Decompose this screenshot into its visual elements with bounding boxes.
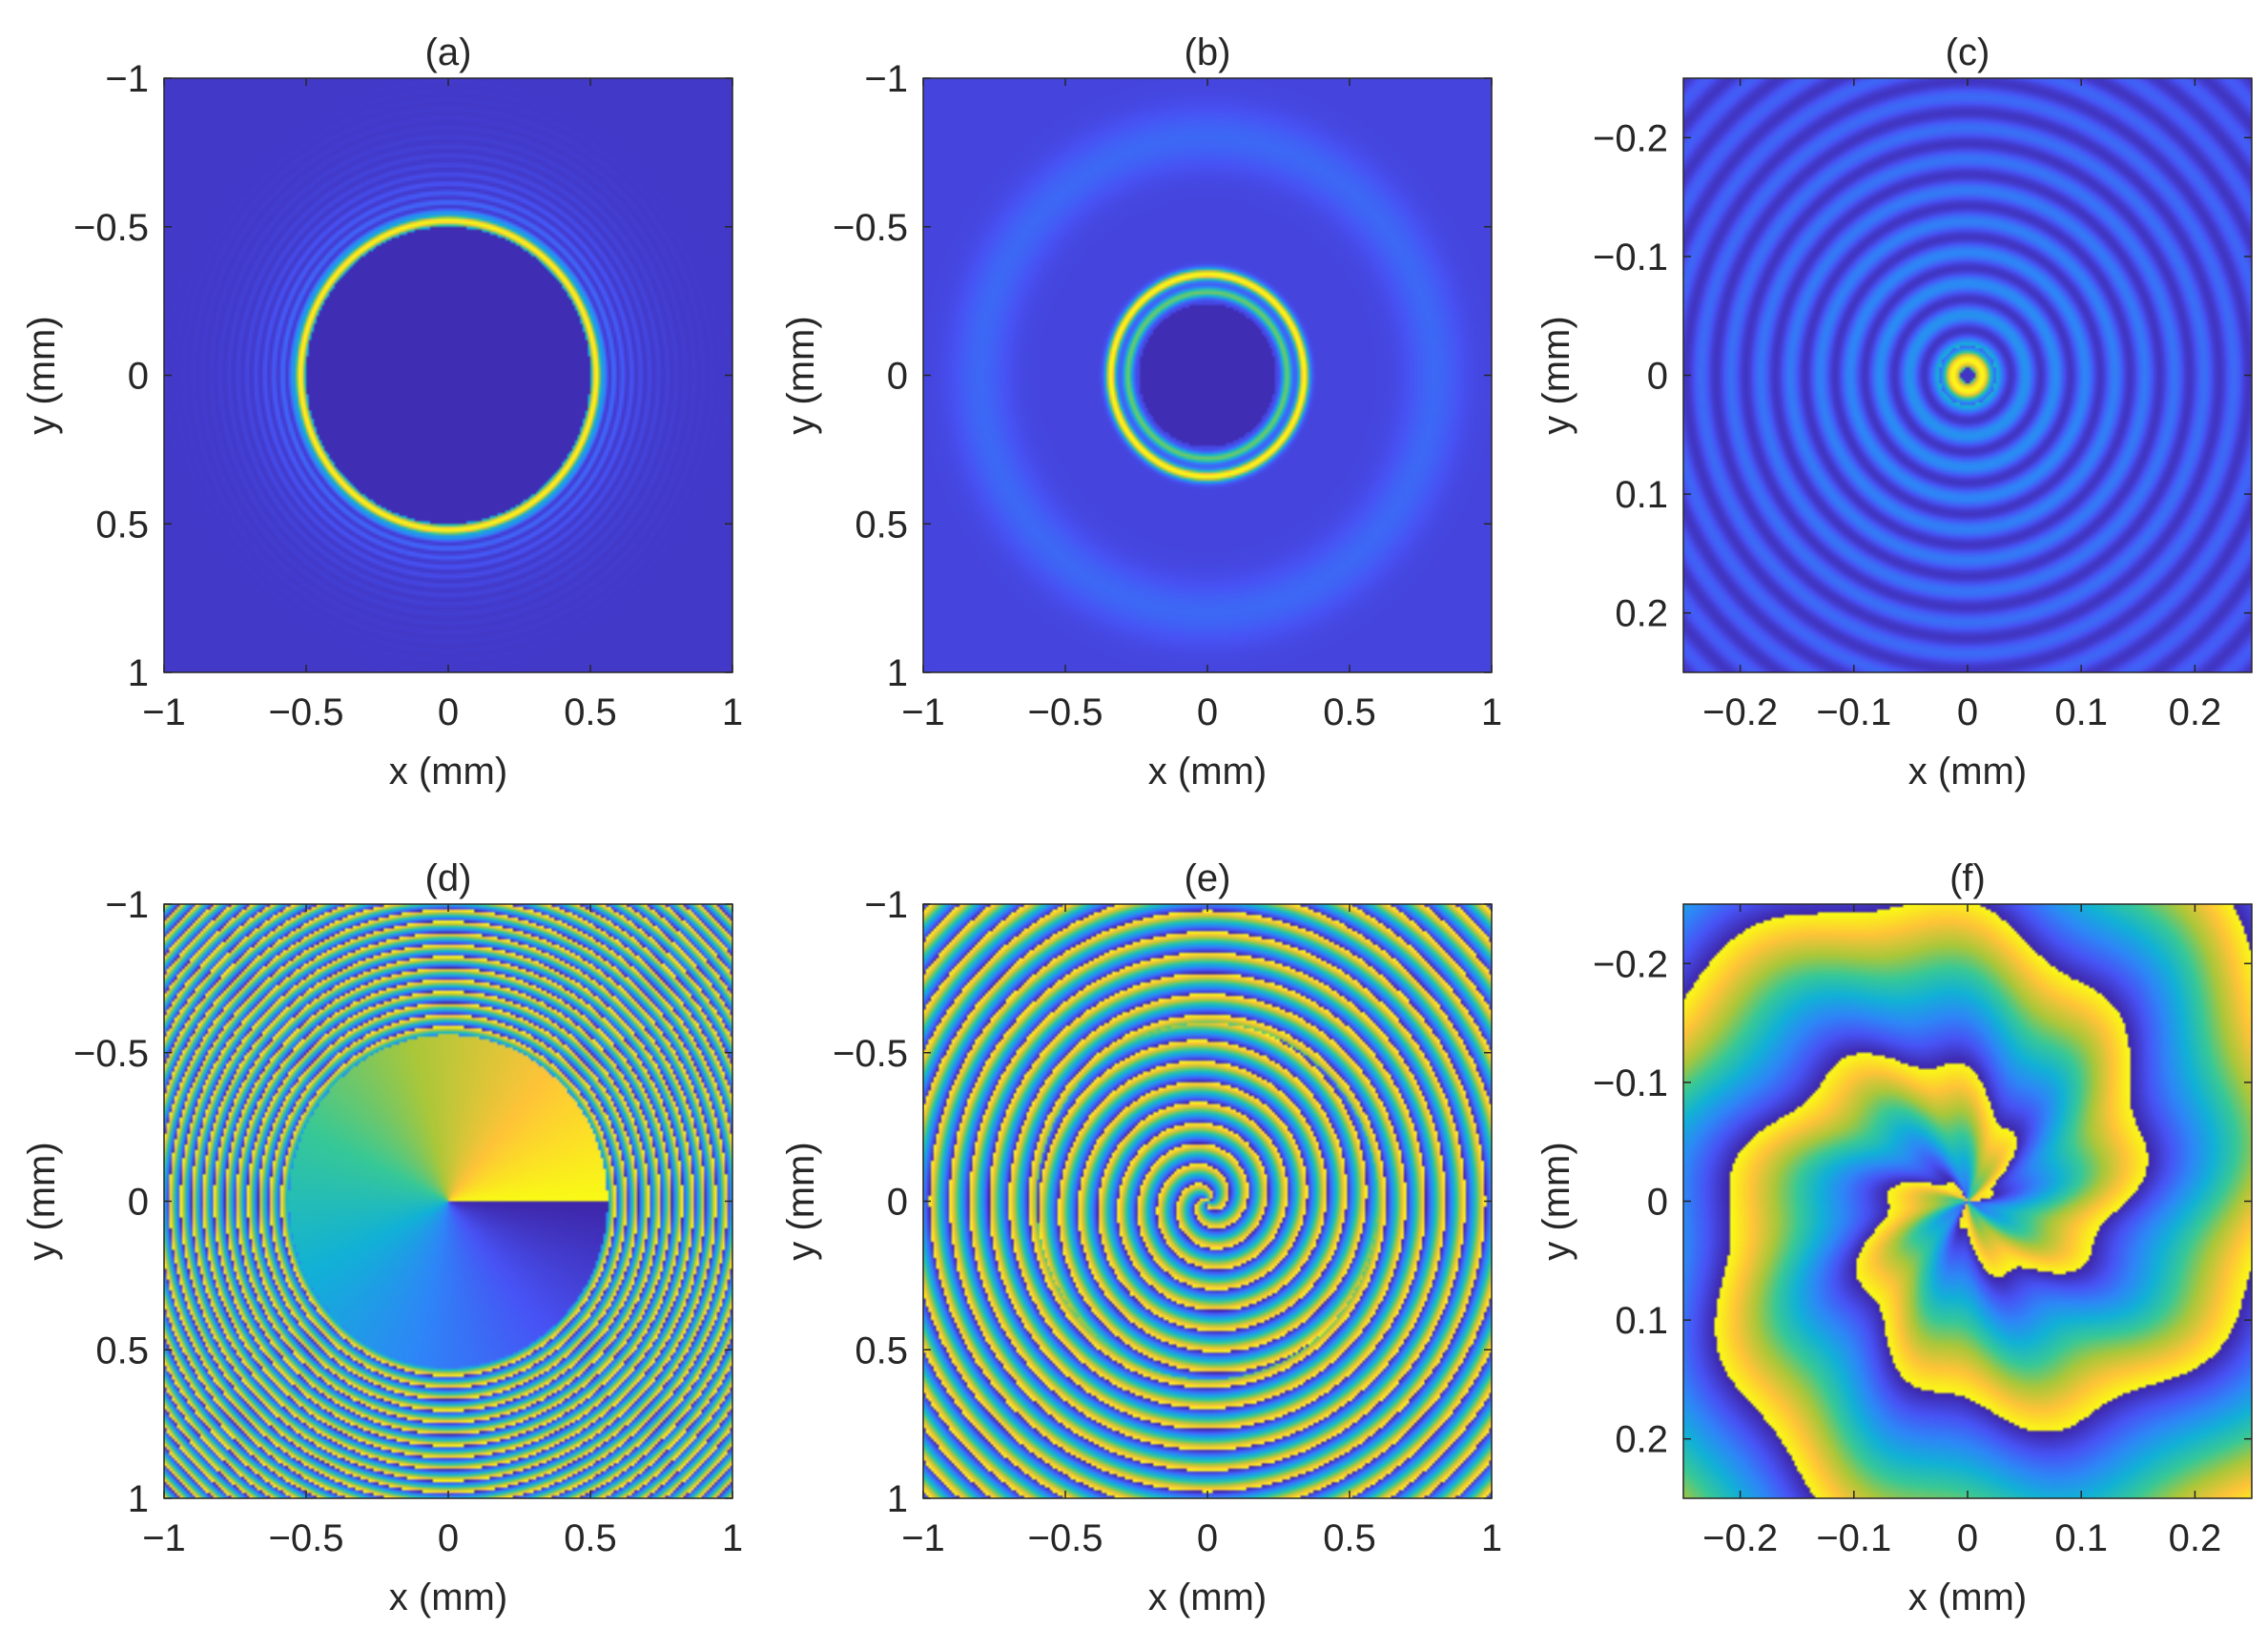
heatmap-image [1683, 78, 2252, 672]
x-tick-label: 0 [1197, 691, 1218, 733]
panel: (b)−1 −0.5 0 0.5 1−1−0.500.51x (mm)y (mm) [780, 31, 1502, 793]
x-tick-label: −0.1 [1816, 1517, 1891, 1559]
y-tick-label: 0 [1647, 356, 1668, 398]
y-tick-label: −0.1 [1593, 1062, 1668, 1104]
panel-title: (f) [1949, 857, 1986, 899]
y-tick-label: 0.1 [1615, 1300, 1668, 1342]
x-tick-label: 0.5 [564, 691, 617, 733]
y-axis-label: y (mm) [780, 316, 822, 434]
heatmap-image [164, 904, 732, 1498]
x-tick-label: 0 [1957, 691, 1978, 733]
y-axis-label: y (mm) [21, 1142, 63, 1260]
panel-title: (e) [1185, 857, 1231, 899]
y-tick-label: 1 [887, 652, 908, 694]
y-tick-label: 0 [1647, 1182, 1668, 1224]
y-tick-label: −0.2 [1593, 117, 1668, 159]
y-tick-label: 0.5 [95, 504, 149, 546]
y-tick-label: −0.5 [73, 207, 149, 249]
y-tick-label: 0.1 [1615, 474, 1668, 516]
y-tick-label: 1 [128, 652, 149, 694]
y-tick-label: −0.5 [73, 1033, 149, 1075]
y-tick-label: −0.5 [833, 207, 908, 249]
y-tick-label: 0 [128, 356, 149, 398]
panel-title: (a) [425, 31, 472, 73]
y-tick-label: −0.2 [1593, 943, 1668, 985]
x-tick-label: 0.1 [2054, 691, 2108, 733]
x-tick-label: −0.5 [269, 691, 344, 733]
x-tick-label: −0.1 [1816, 691, 1891, 733]
x-axis-label: x (mm) [1148, 1577, 1267, 1618]
x-tick-label: 0 [1957, 1517, 1978, 1559]
x-tick-label: 0.1 [2054, 1517, 2108, 1559]
y-tick-label: 1 [887, 1478, 908, 1520]
panel-title: (d) [425, 857, 472, 899]
heatmap-image [923, 78, 1492, 672]
y-tick-label: −1 [864, 884, 908, 926]
x-tick-label: 1 [722, 691, 743, 733]
panel: (a)−1 −0.5 0 0.5 1−1−0.500.51x (mm)y (mm) [21, 31, 743, 793]
panel-title: (c) [1946, 31, 1990, 73]
x-tick-label: 0.5 [1323, 1517, 1376, 1559]
x-tick-label: −1 [142, 1517, 186, 1559]
x-tick-label: 0 [438, 691, 459, 733]
heatmap-image [164, 78, 732, 672]
x-tick-label: 0.5 [564, 1517, 617, 1559]
y-tick-label: −1 [864, 58, 908, 100]
y-axis-label: y (mm) [780, 1142, 822, 1260]
x-axis-label: x (mm) [389, 1577, 507, 1618]
x-tick-label: 1 [1481, 691, 1502, 733]
x-tick-label: −0.2 [1702, 1517, 1778, 1559]
y-tick-label: 0.2 [1615, 1419, 1668, 1461]
x-tick-label: 0.2 [2169, 1517, 2222, 1559]
x-tick-label: 0 [438, 1517, 459, 1559]
y-tick-label: 0.2 [1615, 593, 1668, 635]
y-tick-label: −0.5 [833, 1033, 908, 1075]
y-tick-label: −0.1 [1593, 237, 1668, 278]
y-tick-label: 0 [887, 1182, 908, 1224]
heatmap-image [923, 904, 1492, 1498]
panel: (c) −0.2 −0.1 0 0.1 0.2 −0.2 −0.1 0 0.1 0.2 x (mm) y… [1536, 31, 2253, 793]
panel: (d)−1 −0.5 0 0.5 1−1−0.500.51x (mm)y (mm) [21, 857, 743, 1618]
y-tick-label: 0.5 [95, 1330, 149, 1371]
x-tick-label: −0.5 [1028, 1517, 1103, 1559]
y-tick-label: 0 [887, 356, 908, 398]
x-tick-label: −1 [901, 691, 945, 733]
x-tick-label: −1 [142, 691, 186, 733]
x-tick-label: 0.5 [1323, 691, 1376, 733]
y-axis-label: y (mm) [1536, 1142, 1577, 1260]
panel: (e)−1 −0.5 0 0.5 1−1−0.500.51x (mm)y (mm) [780, 857, 1502, 1618]
y-tick-label: −1 [105, 884, 149, 926]
y-tick-label: 0 [128, 1182, 149, 1224]
x-tick-label: 1 [722, 1517, 743, 1559]
x-tick-label: −0.5 [1028, 691, 1103, 733]
x-tick-label: −0.2 [1702, 691, 1778, 733]
x-axis-label: x (mm) [1148, 751, 1267, 793]
x-tick-label: 1 [1481, 1517, 1502, 1559]
x-tick-label: 0 [1197, 1517, 1218, 1559]
heatmap-image [1683, 904, 2252, 1498]
y-axis-label: y (mm) [1536, 316, 1577, 434]
x-axis-label: x (mm) [1908, 751, 2027, 793]
panel-title: (b) [1185, 31, 1231, 73]
y-tick-label: −1 [105, 58, 149, 100]
x-tick-label: 0.2 [2169, 691, 2222, 733]
x-tick-label: −0.5 [269, 1517, 344, 1559]
y-tick-label: 0.5 [855, 1330, 908, 1371]
panel: (f) −0.2 −0.1 0 0.1 0.2 −0.2 −0.1 0 0.1 0.2 x (mm) y… [1536, 857, 2253, 1618]
x-axis-label: x (mm) [1908, 1577, 2027, 1618]
y-axis-label: y (mm) [21, 316, 63, 434]
x-axis-label: x (mm) [389, 751, 507, 793]
y-tick-label: 1 [128, 1478, 149, 1520]
y-tick-label: 0.5 [855, 504, 908, 546]
x-tick-label: −1 [901, 1517, 945, 1559]
